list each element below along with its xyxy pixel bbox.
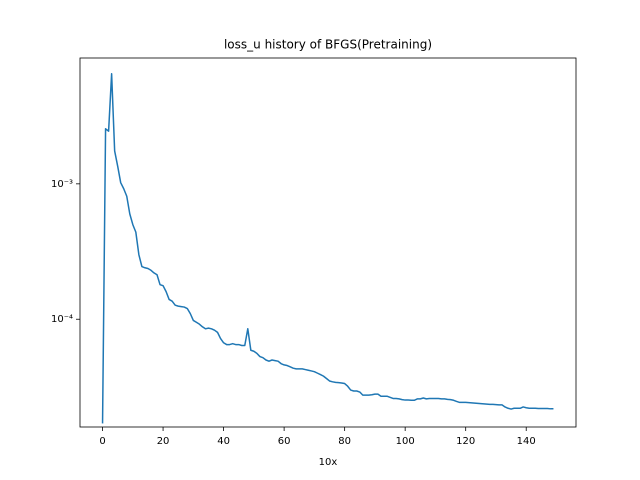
- x-tick-label: 140: [517, 436, 536, 447]
- x-tick-label: 20: [157, 436, 170, 447]
- data-line: [101, 73, 554, 424]
- axes-frame: [79, 57, 577, 428]
- x-tick-label: 80: [338, 436, 351, 447]
- chart-title: loss_u history of BFGS(Pretraining): [224, 38, 432, 52]
- y-tick-label: 10⁻³: [51, 179, 73, 190]
- x-axis-label: 10x: [319, 457, 338, 468]
- x-tick-label: 40: [217, 436, 230, 447]
- y-tick-label: 10⁻⁴: [51, 314, 73, 325]
- x-tick-label: 100: [396, 436, 415, 447]
- x-tick-label: 0: [99, 436, 105, 447]
- x-tick-label: 120: [456, 436, 475, 447]
- plot-area: [101, 73, 554, 424]
- x-tick-label: 60: [278, 436, 291, 447]
